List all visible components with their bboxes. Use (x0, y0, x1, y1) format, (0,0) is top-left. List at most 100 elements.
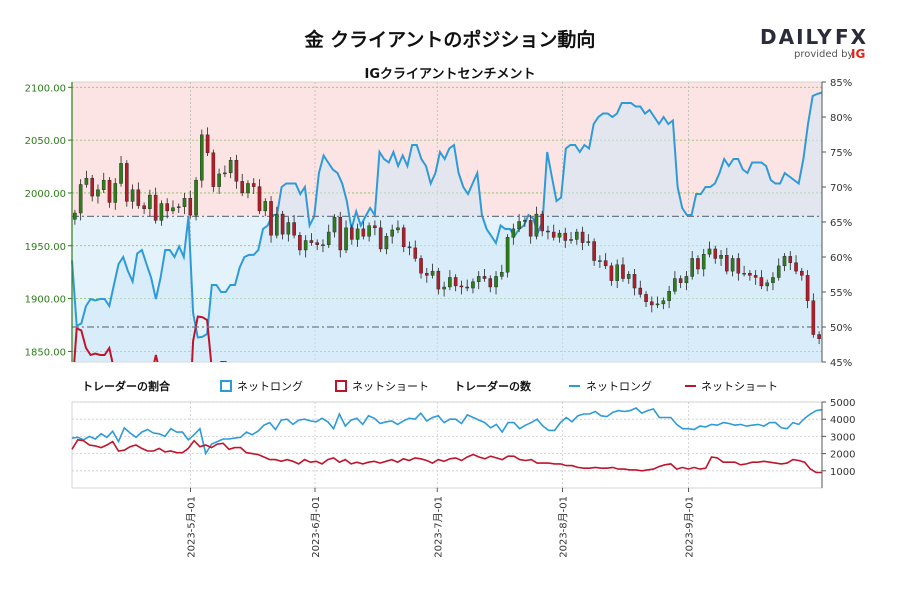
candle (661, 297, 666, 310)
candle-body (730, 258, 735, 272)
candle (494, 271, 498, 295)
candle (234, 154, 239, 189)
candle (292, 215, 296, 239)
candle-body (586, 241, 591, 243)
candle (309, 233, 314, 246)
price-sentiment-chart: 2100.00 2050.00 2000.00 1950.00 1900.00 1850.… (25, 78, 853, 369)
logo-fx-text: FX (835, 25, 868, 49)
candle-body (719, 255, 723, 259)
candle (459, 280, 464, 295)
candle-body (78, 184, 83, 214)
count-tick-label: 3000 (830, 432, 855, 443)
candle-body (436, 270, 441, 290)
date-tick-label: 2023-5月-01 (186, 496, 198, 558)
ratio-tick-label: 45% (830, 358, 852, 369)
candle-body (269, 201, 273, 236)
candle-body (725, 255, 729, 272)
count-net-short-line (71, 438, 822, 474)
candle (719, 250, 723, 266)
candle (413, 240, 418, 262)
candle-body (690, 258, 694, 277)
candle (171, 200, 175, 215)
candle (125, 160, 129, 207)
candle (528, 215, 533, 244)
candle-body (101, 180, 106, 190)
candle-body (378, 227, 383, 250)
legend: トレーダーの割合 ネットロング ネットショート トレーダーの数 ネットロング ネ… (82, 379, 778, 393)
candle (148, 189, 152, 217)
candle-body (678, 278, 683, 283)
candle (396, 220, 400, 234)
candle (575, 228, 579, 245)
candle (205, 127, 210, 156)
candle-body (523, 220, 527, 222)
candle (419, 255, 423, 279)
candle (430, 263, 435, 279)
candle (505, 234, 510, 278)
candle-body (753, 275, 758, 278)
candle (471, 278, 475, 294)
candle (78, 179, 83, 221)
candle (488, 275, 493, 293)
candle-body (788, 256, 793, 263)
candle-body (817, 334, 821, 339)
price-tick-label: 1850.00 (25, 347, 66, 358)
candle-body (494, 276, 498, 288)
candle-body (321, 244, 325, 246)
candle-body (661, 300, 666, 305)
candle (482, 269, 487, 282)
candle (678, 275, 683, 289)
legend-ratio-long-swatch (220, 380, 232, 392)
candle-body (263, 201, 268, 212)
price-tick-label: 2000.00 (25, 189, 66, 200)
candle-body (217, 173, 221, 187)
candle (101, 172, 106, 193)
candle (615, 259, 619, 289)
candle (453, 274, 458, 292)
count-tick-label: 5000 (830, 398, 855, 409)
candle (788, 251, 793, 271)
candle (707, 241, 712, 258)
candle-body (575, 231, 579, 240)
candle-body (742, 273, 746, 275)
candle-body (765, 282, 769, 287)
candle (367, 222, 371, 242)
candle-body (315, 242, 319, 245)
candle-body (667, 291, 671, 301)
candle-body (419, 258, 423, 274)
ratio-tick-label: 85% (830, 78, 852, 89)
net-short-ratio-line (73, 315, 227, 362)
candle (776, 258, 781, 281)
count-tick-label: 1000 (830, 467, 855, 478)
count-grid (71, 401, 823, 489)
candle-body (228, 159, 233, 174)
date-tick-label: 2023-9月-01 (684, 496, 696, 558)
candle-body (592, 241, 596, 261)
candle (684, 271, 689, 291)
candle (332, 214, 337, 238)
candle-body (794, 262, 798, 272)
candle-body (540, 213, 544, 232)
candle-body (326, 231, 331, 245)
candle-body (332, 217, 337, 233)
candle-body (275, 213, 279, 236)
candle (759, 270, 764, 290)
date-tick-label: 2023-6月-01 (310, 496, 322, 558)
candle (794, 255, 798, 275)
trader-count-chart: 5000 4000 3000 2000 1000 2023-5月-01 2023-6月-0… (71, 398, 855, 558)
candle-body (194, 180, 198, 216)
candle-body (696, 258, 700, 270)
candle-body (413, 247, 418, 259)
candle (713, 245, 718, 264)
price-tick-label: 1950.00 (25, 242, 66, 253)
candle (280, 210, 285, 240)
candle (609, 262, 614, 286)
candle (182, 192, 187, 215)
candle-body (453, 277, 458, 287)
candle (805, 270, 810, 309)
chart-subtitle: IGクライアントセンチメント (365, 67, 536, 82)
candle (551, 224, 556, 241)
candle (407, 241, 412, 256)
candle (338, 211, 343, 258)
